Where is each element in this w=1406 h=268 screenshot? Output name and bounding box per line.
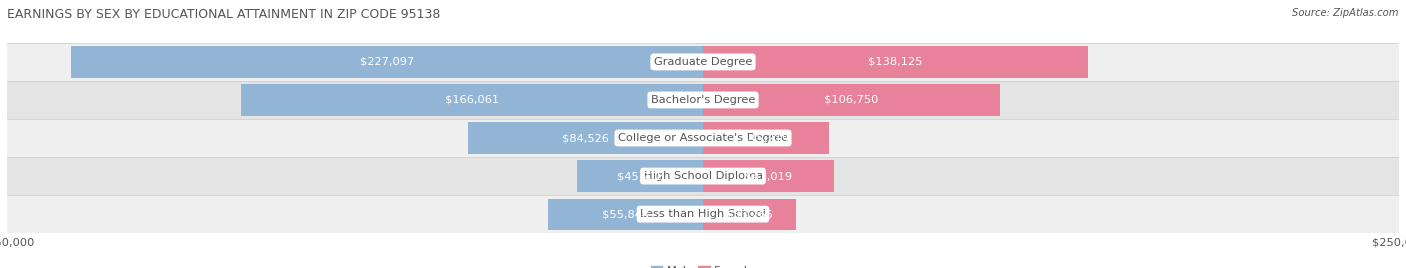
Bar — [240, 84, 703, 116]
Bar — [7, 195, 1399, 233]
Text: High School Diploma: High School Diploma — [644, 171, 762, 181]
Bar — [703, 161, 834, 192]
Bar — [7, 157, 1399, 195]
Legend: Male, Female: Male, Female — [647, 261, 759, 268]
Bar — [70, 46, 703, 77]
Text: Less than High School: Less than High School — [640, 209, 766, 219]
Text: $45,219: $45,219 — [742, 133, 789, 143]
Bar — [703, 199, 796, 230]
Bar — [703, 122, 830, 154]
Text: Bachelor's Degree: Bachelor's Degree — [651, 95, 755, 105]
Text: $227,097: $227,097 — [360, 57, 413, 67]
Text: $45,218: $45,218 — [617, 171, 664, 181]
Text: EARNINGS BY SEX BY EDUCATIONAL ATTAINMENT IN ZIP CODE 95138: EARNINGS BY SEX BY EDUCATIONAL ATTAINMEN… — [7, 8, 440, 21]
Text: Source: ZipAtlas.com: Source: ZipAtlas.com — [1292, 8, 1399, 18]
Text: $106,750: $106,750 — [824, 95, 879, 105]
Bar — [703, 84, 1000, 116]
Text: College or Associate's Degree: College or Associate's Degree — [617, 133, 789, 143]
Text: Graduate Degree: Graduate Degree — [654, 57, 752, 67]
Bar — [547, 199, 703, 230]
Text: $55,848: $55,848 — [602, 209, 648, 219]
Text: $33,265: $33,265 — [725, 209, 773, 219]
Bar — [7, 81, 1399, 119]
Bar — [703, 46, 1087, 77]
Bar — [7, 119, 1399, 157]
Text: $47,019: $47,019 — [745, 171, 792, 181]
Bar — [576, 161, 703, 192]
Text: $138,125: $138,125 — [868, 57, 922, 67]
Bar — [468, 122, 703, 154]
Text: $84,526: $84,526 — [562, 133, 609, 143]
Bar — [7, 43, 1399, 81]
Text: $166,061: $166,061 — [444, 95, 499, 105]
